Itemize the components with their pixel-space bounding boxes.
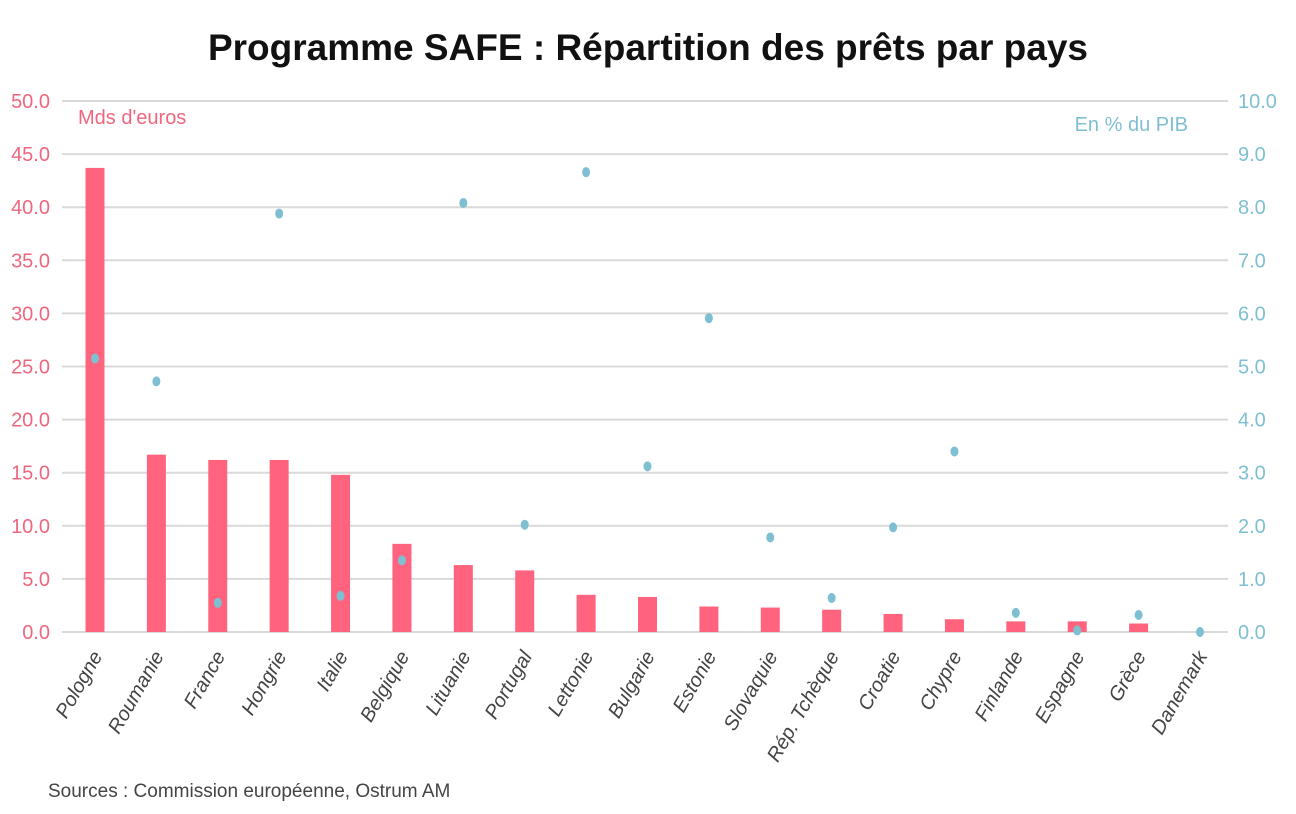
point-Lituanie (459, 197, 468, 208)
category-label: Hongrie (237, 648, 291, 720)
right-tick-label: 10.0 (1238, 91, 1277, 113)
point-France (213, 597, 222, 608)
point-Croatie (889, 522, 898, 533)
source-note: Sources : Commission européenne, Ostrum … (48, 781, 450, 802)
bar-Estonie (699, 606, 719, 632)
category-label: Italie (313, 648, 353, 696)
right-tick-label: 9.0 (1238, 144, 1266, 166)
left-tick-label: 30.0 (11, 303, 50, 325)
bar-Pologne (85, 167, 105, 632)
category-label: Lituanie (422, 648, 476, 720)
left-tick-label: 25.0 (11, 357, 50, 379)
bar-Chypre (944, 619, 964, 632)
category-label: Bulgarie (604, 648, 660, 723)
point-Lettonie (582, 167, 591, 178)
point-Rép. Tchèque (827, 593, 836, 604)
category-label: Finlande (971, 647, 1028, 724)
right-axis-label: En % du PIB (1075, 114, 1188, 136)
left-tick-label: 35.0 (11, 250, 50, 272)
right-tick-label: 5.0 (1238, 357, 1266, 379)
bar-Grèce (1129, 623, 1149, 632)
right-tick-label: 2.0 (1238, 516, 1266, 538)
category-label: France (180, 648, 230, 713)
category-label: Espagne (1031, 648, 1090, 727)
left-tick-label: 5.0 (22, 569, 50, 591)
bar-Roumanie (146, 454, 166, 632)
bar-France (208, 459, 228, 632)
left-tick-label: 20.0 (11, 410, 50, 432)
category-label: Roumanie (104, 648, 169, 738)
bar-Hongrie (269, 459, 289, 632)
right-tick-label: 3.0 (1238, 463, 1266, 485)
category-label: Grèce (1105, 648, 1151, 706)
right-tick-label: 8.0 (1238, 197, 1266, 219)
category-label: Chypre (915, 648, 966, 715)
left-tick-label: 10.0 (11, 516, 50, 538)
bar-Portugal (515, 570, 535, 632)
bar-Croatie (883, 613, 903, 632)
category-label: Croatie (854, 648, 905, 715)
point-Italie (336, 590, 345, 601)
point-Finlande (1011, 607, 1020, 618)
point-Grèce (1134, 610, 1143, 621)
bar-Slovaquie (760, 607, 780, 632)
chart-title: Programme SAFE : Répartition des prêts p… (208, 27, 1088, 68)
point-Bulgarie (643, 461, 652, 472)
category-label: Lettonie (544, 648, 599, 721)
bar-Lettonie (576, 594, 596, 632)
point-Roumanie (152, 376, 161, 387)
point-Chypre (950, 446, 959, 457)
right-tick-label: 7.0 (1238, 250, 1266, 272)
right-tick-label: 6.0 (1238, 303, 1266, 325)
category-label: Pologne (52, 648, 108, 723)
point-Belgique (397, 555, 406, 566)
point-Estonie (704, 313, 713, 324)
point-Portugal (520, 519, 529, 530)
left-axis-label: Mds d'euros (78, 107, 186, 129)
left-axis-ticks: 0.0 5.0 10.0 15.0 20.0 25.0 30.0 35.0 40.0 45.0 50… (11, 91, 50, 644)
left-tick-label: 0.0 (22, 622, 50, 644)
point-Espagne (1073, 625, 1082, 636)
point-Hongrie (275, 208, 284, 219)
bar-Bulgarie (638, 596, 657, 632)
bar-series (85, 167, 1149, 632)
bar-Finlande (1006, 621, 1026, 632)
category-label: Slovaquie (720, 648, 783, 735)
left-tick-label: 15.0 (11, 463, 50, 485)
scatter-series (91, 167, 1204, 637)
left-tick-label: 40.0 (11, 197, 50, 219)
right-tick-label: 0.0 (1238, 622, 1266, 644)
left-tick-label: 45.0 (11, 144, 50, 166)
category-label: Portugal (481, 647, 538, 723)
bar-Italie (331, 474, 351, 632)
gridlines (62, 100, 1228, 633)
category-label: Estonie (669, 648, 721, 717)
bar-Rép. Tchèque (822, 609, 842, 632)
right-tick-label: 1.0 (1238, 569, 1266, 591)
category-label: Danemark (1147, 647, 1213, 739)
right-tick-label: 4.0 (1238, 410, 1266, 432)
bar-Lituanie (453, 565, 473, 632)
bar-Belgique (392, 543, 412, 632)
category-label: Belgique (356, 648, 414, 726)
point-Slovaquie (766, 532, 775, 543)
point-Pologne (91, 353, 99, 364)
point-Danemark (1196, 627, 1204, 637)
left-tick-label: 50.0 (11, 91, 50, 113)
right-axis-ticks: 0.0 1.0 2.0 3.0 4.0 5.0 6.0 7.0 8.0 9.0 10.0 (1238, 91, 1277, 644)
